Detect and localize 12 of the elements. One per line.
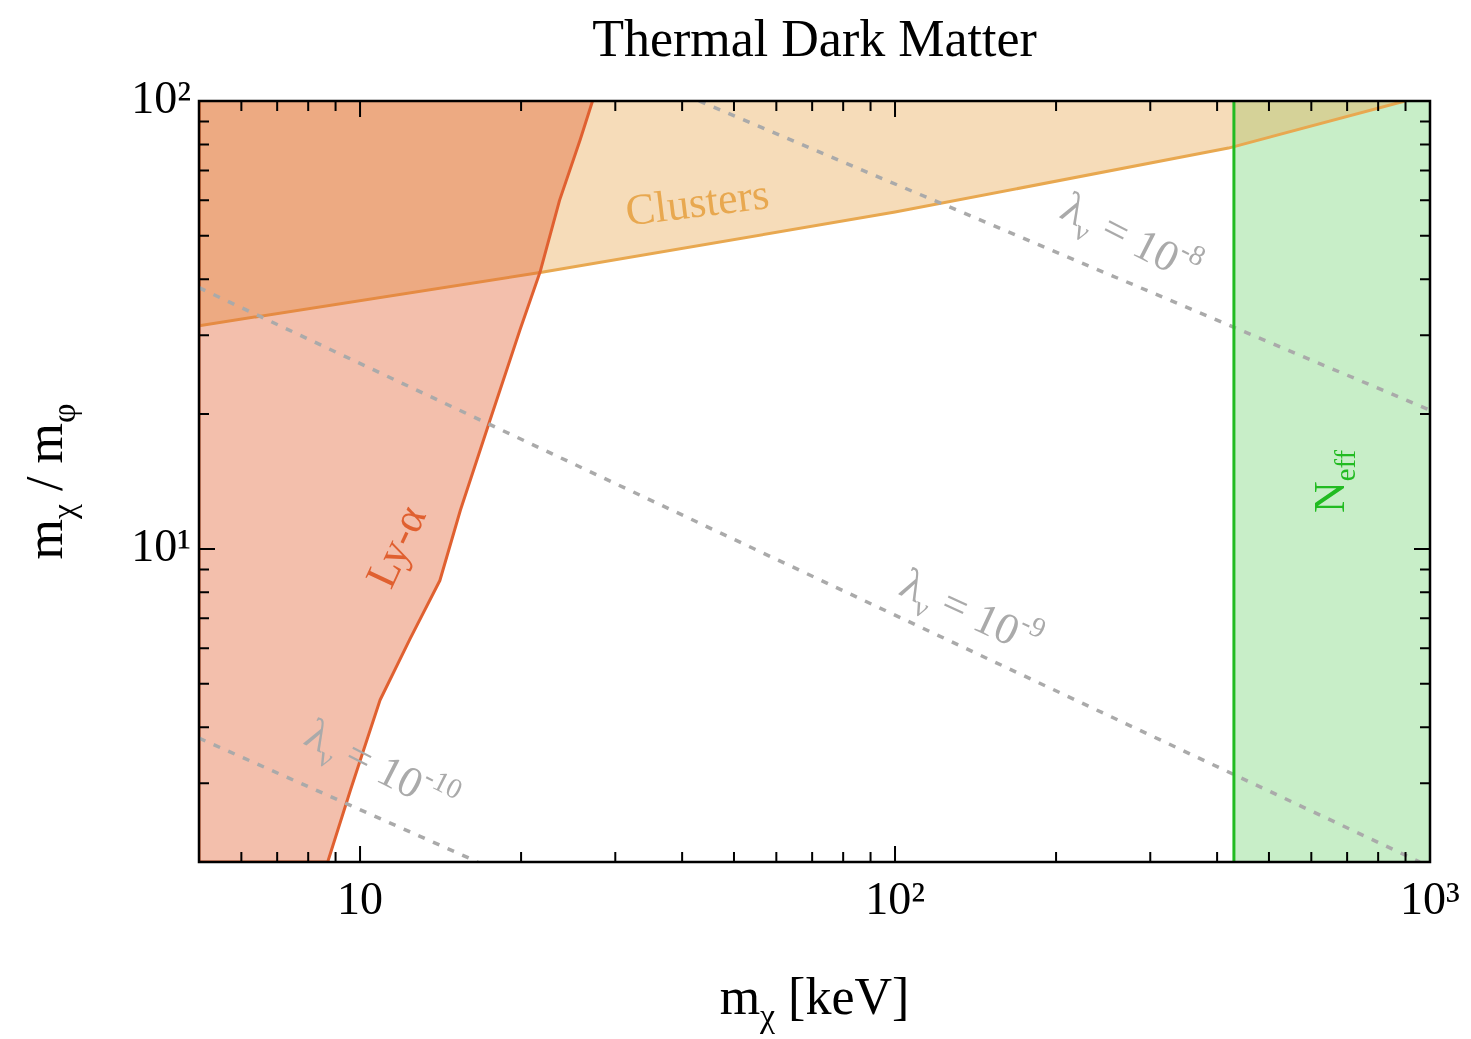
chart-title: Thermal Dark Matter — [592, 9, 1037, 67]
y-axis-title: mχ / mφ — [15, 403, 83, 560]
annotation: λν = 10-10 — [297, 708, 468, 809]
x-tick-label: 10³ — [1400, 873, 1460, 925]
annotation: λν = 10-8 — [1053, 182, 1211, 283]
annotation: Ly-α — [355, 497, 436, 595]
band-label: Neff — [1304, 449, 1361, 513]
annotation: λν = 10-9 — [893, 558, 1051, 656]
x-tick-label: 10² — [865, 873, 925, 925]
x-tick-label: 10 — [337, 873, 384, 925]
annotation: Clusters — [622, 169, 772, 236]
y-tick-label: 10¹ — [131, 520, 192, 571]
